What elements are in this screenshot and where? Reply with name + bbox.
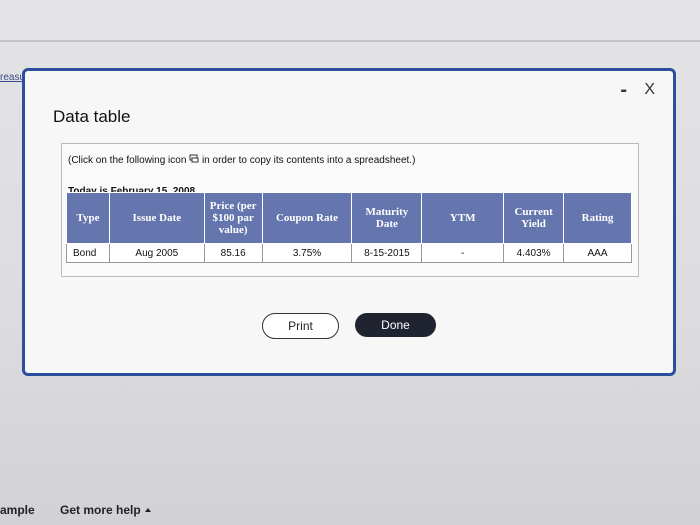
table-panel: (Click on the following icon in order to…	[61, 143, 639, 277]
table-cell: 3.75%	[261, 243, 353, 263]
data-table: Type Issue Date Price (per $100 par value)…	[66, 192, 632, 263]
footer-link[interactable]: ample	[0, 503, 35, 517]
column-header: Maturity Date	[351, 192, 423, 244]
column-header: Rating	[563, 192, 632, 244]
instruction: (Click on the following icon in order to…	[68, 154, 415, 166]
minimize-button[interactable]: -	[620, 79, 627, 101]
column-header: YTM	[421, 192, 505, 244]
header-row: Type Issue Date Price (per $100 par value)…	[66, 192, 632, 244]
table-cell: Aug 2005	[108, 243, 205, 263]
dialog-title: Data table	[53, 107, 131, 126]
table-cell: 8-15-2015	[351, 243, 423, 263]
dialog: Data table - X (Click on the following i…	[22, 68, 676, 376]
table-cell: 4.403%	[503, 243, 565, 263]
caret	[145, 508, 152, 512]
help-text: Get more help	[60, 503, 141, 517]
column-header: Coupon Rate	[261, 192, 353, 244]
today-date: Today is February 15, 2008	[68, 186, 196, 197]
close-button[interactable]: X	[644, 81, 655, 98]
instruction-text: in order to copy its contents into a spr…	[201, 155, 416, 166]
help-link[interactable]: Get more help	[60, 503, 152, 517]
table-cell: Bond	[66, 243, 110, 263]
column-header: Price (per $100 par value)	[203, 192, 263, 244]
column-header: Current Yield	[503, 192, 565, 244]
table-cell: -	[421, 243, 505, 263]
column-header: Type	[66, 192, 110, 244]
instruction-text: (Click on the following icon	[68, 155, 187, 166]
done-button[interactable]: Done	[355, 313, 436, 337]
copy-icon[interactable]	[189, 154, 199, 163]
column-header: Issue Date	[108, 192, 205, 244]
top-bar	[0, 40, 700, 42]
print-button[interactable]: Print	[262, 313, 339, 339]
table-cell: 85.16	[203, 243, 263, 263]
table-cell: AAA	[563, 243, 632, 263]
table-row: Bond Aug 2005 85.16 3.75% 8-15-2015-4.403% AA…	[66, 243, 632, 263]
